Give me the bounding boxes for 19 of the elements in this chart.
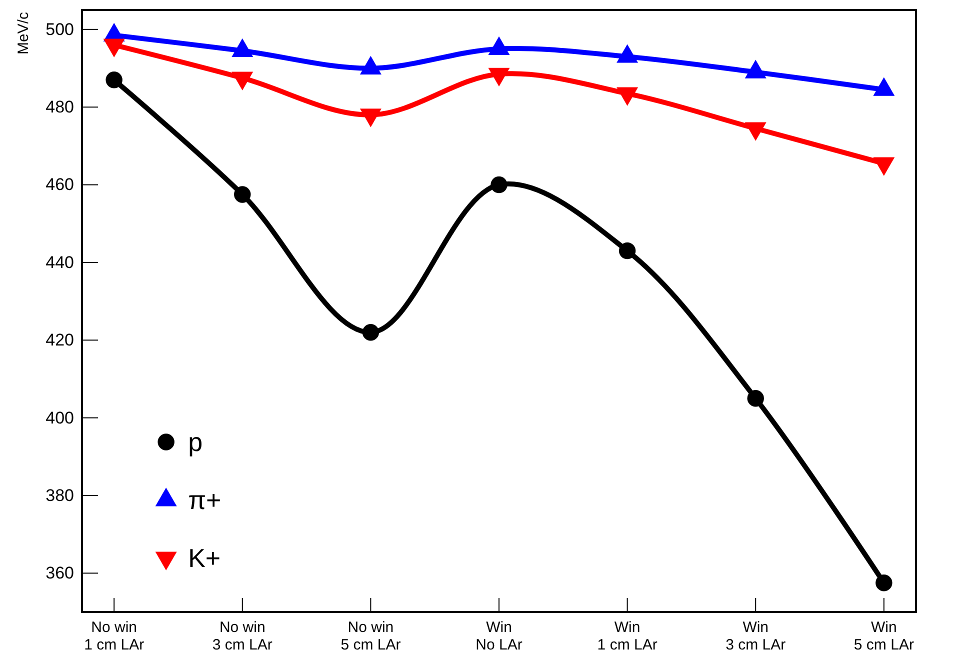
x-tick-label: Win 3 cm LAr <box>726 619 786 654</box>
y-axis-title: MeV/c <box>15 12 32 55</box>
y-tick-label: 360 <box>46 564 74 583</box>
y-tick-label: 380 <box>46 486 74 505</box>
y-tick-label: 400 <box>46 408 74 428</box>
x-tick-label: No win 5 cm LAr <box>340 619 401 654</box>
x-tick-label: No win 3 cm LAr <box>212 619 272 654</box>
y-tick-label: 460 <box>46 175 74 194</box>
legend-label: π+ <box>188 485 222 515</box>
x-tick-label: Win 1 cm LAr <box>597 619 658 654</box>
legend-label: K+ <box>188 543 221 573</box>
legend-label: p <box>188 427 203 457</box>
x-tick-label: Win 5 cm LAr <box>854 619 914 654</box>
y-tick-label: 420 <box>46 330 74 350</box>
y-tick-label: 480 <box>46 98 74 117</box>
x-tick-label: No win 1 cm LAr <box>84 619 144 654</box>
y-tick-label: 500 <box>46 20 74 39</box>
x-tick-label: Win No LAr <box>476 619 522 654</box>
y-tick-label: 440 <box>46 252 74 272</box>
